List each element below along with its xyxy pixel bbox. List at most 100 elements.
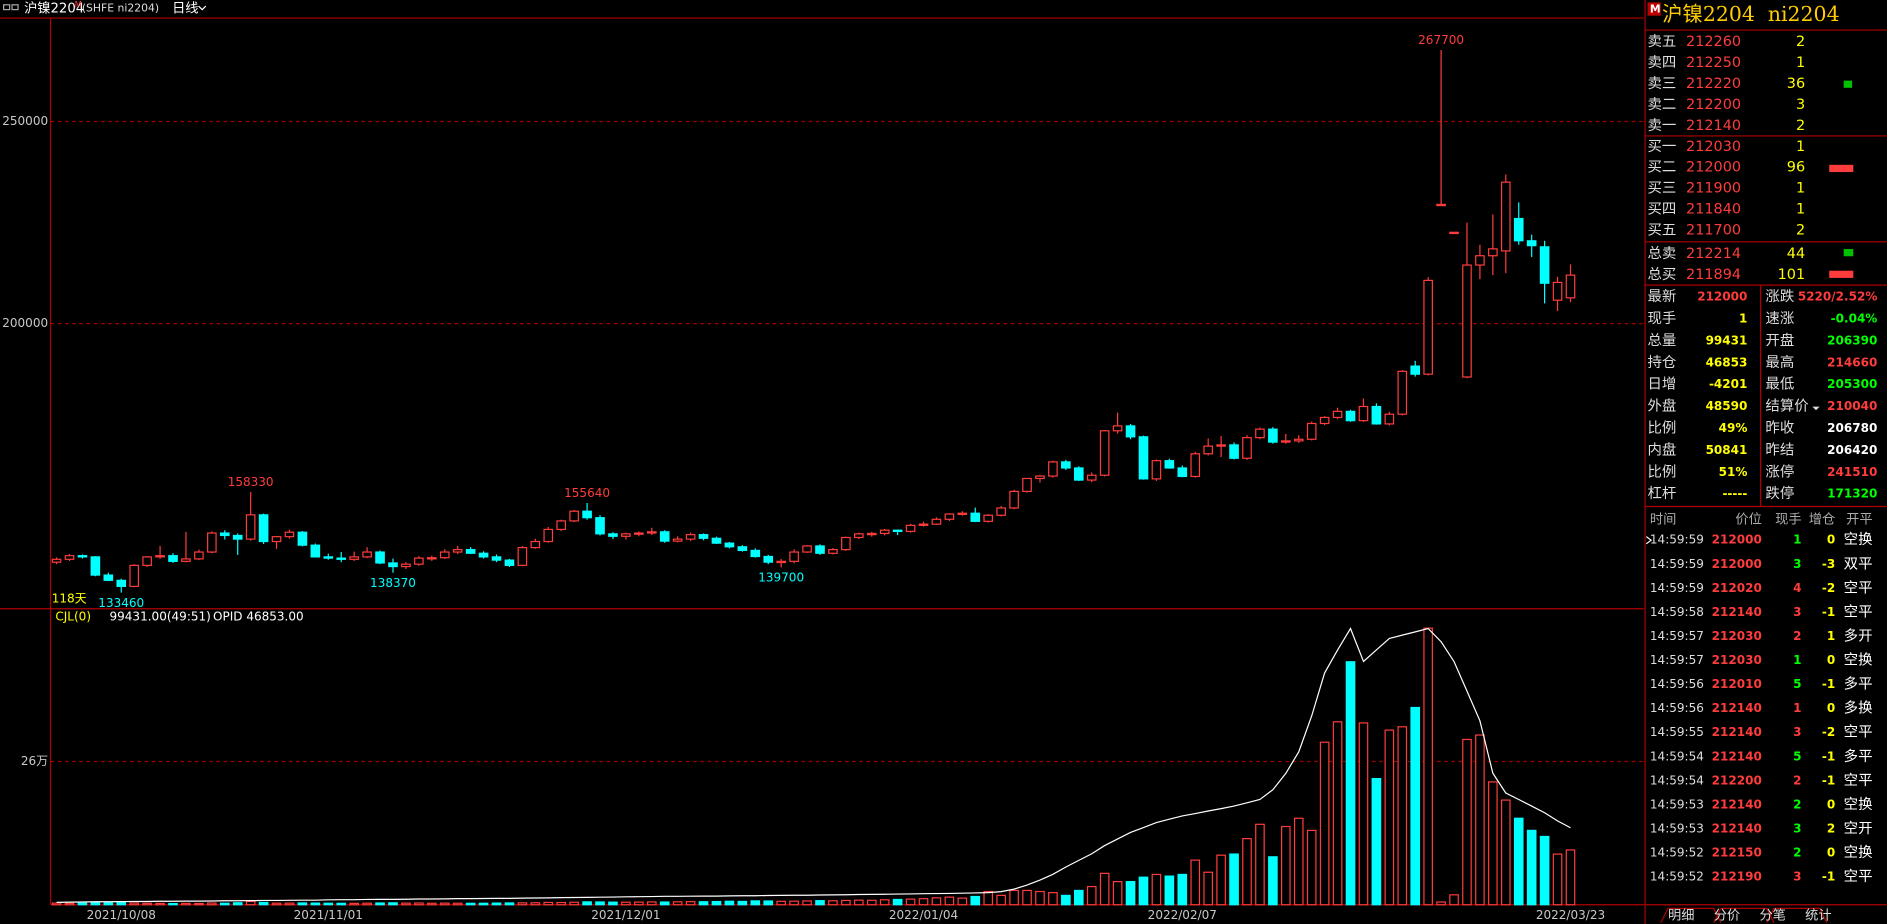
candle-body xyxy=(621,533,631,537)
volume-bar xyxy=(879,899,890,906)
panel-tab[interactable]: 分价 xyxy=(1714,908,1740,924)
candle-body xyxy=(854,533,864,539)
volume-bar xyxy=(517,902,528,906)
stat-label: 杠杆 xyxy=(1648,485,1677,502)
trade-cell: 3 xyxy=(1793,557,1801,571)
stat-label: 昨结 xyxy=(1765,441,1794,458)
trade-cell: 0 xyxy=(1827,701,1835,715)
candle-body xyxy=(1151,460,1162,480)
trade-cell: 14:59:53 xyxy=(1650,821,1704,835)
high-annotation: 155640 xyxy=(564,486,610,500)
trade-cell: 3 xyxy=(1793,821,1801,835)
volume-bar xyxy=(1319,741,1330,906)
trade-header: 价位 xyxy=(1735,512,1761,528)
candle-body xyxy=(90,556,101,576)
trade-cell: 多平 xyxy=(1844,748,1873,765)
trade-cell: -2 xyxy=(1822,725,1835,739)
trade-cell: 多平 xyxy=(1844,676,1873,693)
trade-cell: -3 xyxy=(1822,557,1835,571)
volume-bar xyxy=(1125,881,1136,906)
candle-body xyxy=(1190,453,1201,478)
candle-body xyxy=(918,523,929,526)
trade-cell: 3 xyxy=(1793,605,1801,619)
trade-cell: 14:59:55 xyxy=(1650,725,1704,739)
dropdown-arrow[interactable] xyxy=(1812,406,1820,411)
volume-bar xyxy=(414,902,424,906)
qty-bar xyxy=(1829,270,1854,278)
trade-cell: 212200 xyxy=(1712,773,1762,787)
panel-tab[interactable]: 统计 xyxy=(1805,908,1831,924)
candle-body xyxy=(543,528,554,543)
open-interest-line xyxy=(56,627,1571,903)
volume-bar xyxy=(1358,722,1369,906)
trade-cell: 空开 xyxy=(1844,820,1873,837)
volume-bar xyxy=(724,900,735,906)
volume-bar xyxy=(918,898,929,906)
book-label: 买二 xyxy=(1648,159,1677,176)
candle-body xyxy=(1552,281,1563,301)
volume-bar xyxy=(1061,894,1071,906)
trade-cell: 空换 xyxy=(1844,844,1873,861)
volume-bar xyxy=(543,901,554,906)
volume-bar xyxy=(426,902,437,906)
stat-value: 49% xyxy=(1719,421,1748,435)
volume-bar xyxy=(944,896,955,906)
candle-body xyxy=(866,532,877,536)
candle-body xyxy=(1384,413,1395,425)
volume-bar xyxy=(1384,729,1395,906)
volume-bar xyxy=(1345,661,1356,906)
volume-bar xyxy=(1035,890,1045,906)
volume-bar xyxy=(866,899,877,906)
trade-cell: 14:59:56 xyxy=(1650,701,1704,715)
trade-cell: 14:59:59 xyxy=(1650,533,1704,547)
period-select[interactable]: 日线 xyxy=(172,0,198,16)
trade-cell: 2 xyxy=(1793,797,1801,811)
candle-body xyxy=(1306,422,1317,440)
trade-cell: 212020 xyxy=(1712,581,1762,595)
volume-bar xyxy=(439,902,450,906)
volume-bar xyxy=(1423,627,1433,906)
volume-bar xyxy=(1268,856,1278,906)
stat-label: 开盘 xyxy=(1765,331,1794,349)
qty-bar xyxy=(1843,80,1853,88)
volume-bar xyxy=(207,902,217,906)
volume-bar xyxy=(646,901,657,906)
candle-body xyxy=(1112,425,1123,432)
candle-body xyxy=(595,517,605,535)
trade-cell: 212150 xyxy=(1712,846,1762,860)
trade-cell: 0 xyxy=(1827,797,1835,811)
x-tick-label: 2021/10/08 xyxy=(87,908,156,922)
panel-tab[interactable]: 明细 xyxy=(1668,908,1694,924)
stat-value: -4201 xyxy=(1709,377,1747,391)
dropdown-arrow[interactable] xyxy=(198,5,207,11)
volume-bar xyxy=(1293,817,1304,906)
trade-cell: 14:59:59 xyxy=(1650,557,1704,571)
volume-bar xyxy=(828,900,838,906)
bar-count: 118天 xyxy=(52,592,87,606)
book-qty: 101 xyxy=(1778,267,1806,283)
candle-body xyxy=(181,558,191,562)
volume-bar xyxy=(1500,799,1511,906)
trade-cell: 212140 xyxy=(1712,797,1762,811)
candle-body xyxy=(879,529,890,535)
volume-bar xyxy=(1112,881,1123,906)
trade-cell: 212140 xyxy=(1712,701,1762,715)
indicator-opid: OPID 46853.00 xyxy=(213,610,304,624)
volume-bar xyxy=(1306,829,1317,906)
volume-bar xyxy=(1099,872,1110,906)
candle-body xyxy=(556,520,567,531)
book-price: 212000 xyxy=(1686,160,1741,176)
volume-bar xyxy=(841,899,851,906)
candle-body xyxy=(582,510,592,519)
book-price: 211894 xyxy=(1686,267,1741,283)
volume-bar xyxy=(1526,829,1537,906)
volume-bar xyxy=(168,902,178,906)
volume-bar xyxy=(569,901,579,906)
panel-tab[interactable]: 分笔 xyxy=(1759,908,1785,924)
stat-value: 205300 xyxy=(1827,377,1877,391)
stat-value: 48590 xyxy=(1706,399,1748,413)
candle-body xyxy=(672,538,683,542)
stat-value: 46853 xyxy=(1706,355,1748,369)
volume-bar xyxy=(388,902,398,906)
volume-bar xyxy=(1242,838,1252,906)
